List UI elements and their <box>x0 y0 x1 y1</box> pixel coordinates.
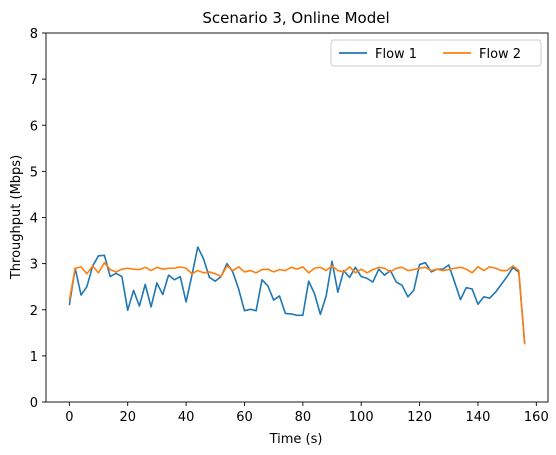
x-tick-label: 160 <box>524 410 549 425</box>
legend: Flow 1 Flow 2 <box>330 39 542 67</box>
y-axis-label: Throughput (Mbps) <box>9 155 24 280</box>
legend-label-flow-1: Flow 1 <box>375 47 417 62</box>
y-tick-label: 8 <box>30 27 38 42</box>
plot-frame <box>45 32 549 403</box>
x-axis: 0 20 40 60 80 100 120 140 160 <box>65 402 549 425</box>
x-tick-label: 120 <box>407 410 432 425</box>
x-tick-label: 60 <box>236 410 253 425</box>
chart-title: Scenario 3, Online Model <box>202 9 389 27</box>
y-tick-label: 7 <box>30 73 38 88</box>
x-tick-label: 40 <box>178 410 195 425</box>
series-line-flow-1 <box>68 246 526 344</box>
y-tick-label: 6 <box>30 119 38 134</box>
y-tick-label: 5 <box>30 165 38 180</box>
y-tick-label: 2 <box>30 304 38 319</box>
legend-label-flow-2: Flow 2 <box>479 47 521 62</box>
x-tick-label: 0 <box>65 410 73 425</box>
x-tick-label: 140 <box>466 410 491 425</box>
y-tick-label: 1 <box>30 350 38 365</box>
y-tick-label: 4 <box>30 212 38 227</box>
x-tick-label: 100 <box>349 410 374 425</box>
y-tick-label: 3 <box>30 258 38 273</box>
legend-box <box>330 39 542 67</box>
x-tick-label: 80 <box>295 410 312 425</box>
y-tick-label: 0 <box>30 396 38 411</box>
plot-area <box>45 32 549 403</box>
series-line-flow-2 <box>68 261 526 345</box>
x-tick-label: 20 <box>119 410 136 425</box>
x-axis-label: Time (s) <box>269 432 323 447</box>
y-axis: 0 1 2 3 4 5 6 7 8 <box>30 27 46 411</box>
